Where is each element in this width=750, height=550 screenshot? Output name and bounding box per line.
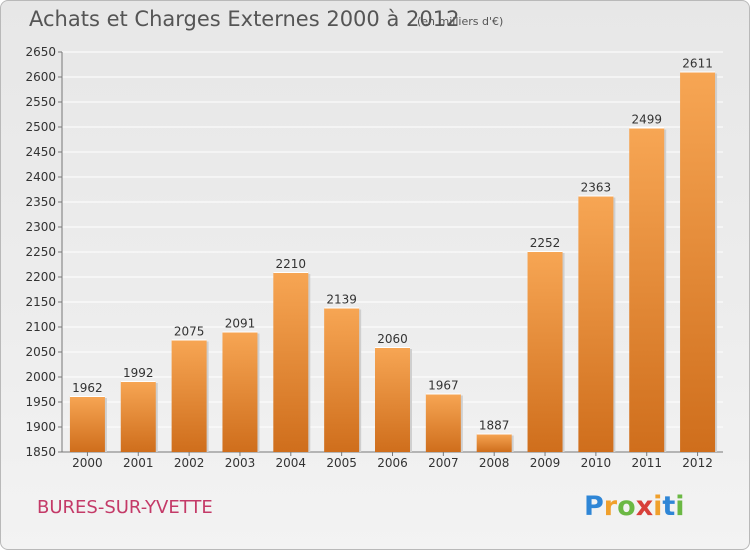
value-label: 2210 — [276, 257, 307, 271]
logo-letter: P — [584, 491, 604, 522]
y-tick-label: 2400 — [25, 170, 56, 184]
x-tick-label: 2000 — [72, 456, 103, 470]
y-tick-label: 2250 — [25, 245, 56, 259]
value-label: 1992 — [123, 366, 154, 380]
bars — [69, 71, 718, 452]
y-tick-label: 2550 — [25, 95, 56, 109]
y-tick-label: 2500 — [25, 120, 56, 134]
y-tick-label: 2350 — [25, 195, 56, 209]
y-tick-label: 1950 — [25, 395, 56, 409]
y-tick-label: 1850 — [25, 445, 56, 459]
x-tick-label: 2005 — [326, 456, 357, 470]
value-label: 1962 — [72, 381, 103, 395]
y-tick-label: 2050 — [25, 345, 56, 359]
bar — [171, 339, 207, 452]
value-label: 1967 — [428, 379, 459, 393]
value-label: 2499 — [631, 113, 662, 127]
logo-letter: o — [617, 491, 636, 522]
proxiti-logo[interactable]: Proxiti — [584, 491, 685, 522]
bar — [375, 347, 410, 452]
bar — [527, 251, 563, 452]
value-label: 1887 — [479, 419, 510, 433]
y-tick-label: 1900 — [25, 420, 56, 434]
logo-letter: i — [675, 491, 685, 522]
value-label: 2139 — [326, 293, 357, 307]
value-label: 2363 — [581, 181, 612, 195]
value-label: 2252 — [530, 236, 561, 250]
x-tick-label: 2008 — [479, 456, 510, 470]
y-tick-label: 2000 — [25, 370, 56, 384]
value-label: 2091 — [225, 317, 256, 331]
x-tick-label: 2003 — [225, 456, 256, 470]
y-tick-label: 2300 — [25, 220, 56, 234]
value-label: 2075 — [174, 325, 205, 339]
x-tick-label: 2009 — [530, 456, 561, 470]
x-tick-label: 2012 — [682, 456, 713, 470]
bar — [273, 272, 309, 452]
x-tick-label: 2011 — [631, 456, 662, 470]
chart-title: Achats et Charges Externes 2000 à 2012 — [29, 7, 460, 31]
x-tick-label: 2007 — [428, 456, 459, 470]
bar — [578, 195, 614, 452]
value-label: 2611 — [682, 57, 713, 71]
y-tick-label: 2200 — [25, 270, 56, 284]
logo-letter: i — [653, 491, 663, 522]
y-tick-label: 2100 — [25, 320, 56, 334]
location-name: BURES-SUR-YVETTE — [37, 497, 213, 518]
labels: 1850 1900 1950 2000 2050 2100 2150 2200 2250 2300… — [25, 45, 712, 470]
bar — [476, 433, 512, 452]
logo-letter: r — [603, 491, 618, 522]
logo-letter: x — [635, 491, 654, 522]
x-tick-label: 2010 — [581, 456, 612, 470]
x-tick-label: 2004 — [276, 456, 307, 470]
y-tick-label: 2450 — [25, 145, 56, 159]
x-tick-label: 2006 — [377, 456, 408, 470]
value-label: 2060 — [377, 332, 408, 346]
y-tick-label: 2600 — [25, 70, 56, 84]
bar — [425, 393, 461, 452]
y-tick-label: 2650 — [25, 45, 56, 59]
bar — [120, 381, 156, 452]
logo-letter: t — [662, 491, 676, 522]
x-tick-label: 2001 — [123, 456, 154, 470]
bar — [222, 331, 258, 452]
y-tick-label: 2150 — [25, 295, 56, 309]
unit-note: (en milliers d'€) — [417, 15, 504, 28]
bar — [629, 127, 665, 452]
bar — [324, 307, 360, 452]
x-tick-label: 2002 — [174, 456, 205, 470]
bar — [69, 396, 105, 452]
bar — [680, 71, 716, 452]
